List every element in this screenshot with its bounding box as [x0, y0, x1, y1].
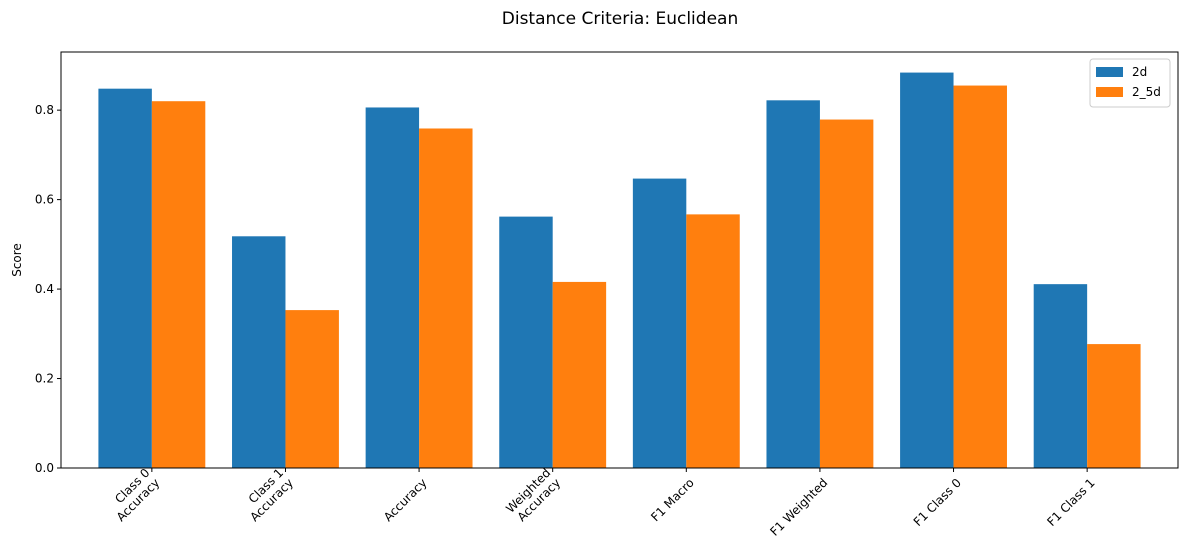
plot-frame [60, 51, 1179, 469]
legend: 2d 2_5d [1089, 58, 1171, 108]
bar-2_5d-5 [819, 119, 874, 469]
bar-2_5d-4 [686, 214, 740, 468]
y-tick-label: 0.2 [35, 372, 54, 386]
bar-2d-6 [900, 72, 954, 468]
x-tick-label: F1 Class 0 [911, 476, 964, 529]
bar-2d-5 [766, 100, 820, 468]
bar-2_5d-1 [285, 310, 339, 468]
y-tick-label: 0.8 [35, 103, 54, 117]
legend-swatch-2_5d [1096, 87, 1123, 97]
x-tick-label: F1 Class 1 [1044, 476, 1097, 529]
y-axis: 0.0 0.2 0.4 0.6 0.8 [35, 103, 61, 475]
legend-label-2d: 2d [1132, 65, 1147, 79]
x-tick-label: Class 0Accuracy [104, 466, 163, 525]
x-tick-label: F1 Macro [648, 476, 697, 525]
bar-2_5d-3 [552, 281, 607, 468]
bar-2_5d-2 [419, 128, 473, 468]
bar-2d-7 [1033, 284, 1088, 468]
y-tick-label: 0.6 [35, 193, 54, 207]
legend-box [1089, 58, 1171, 108]
bar-2d-4 [632, 178, 687, 469]
legend-label-2_5d: 2_5d [1132, 85, 1161, 99]
y-tick-label: 0.0 [35, 461, 54, 475]
bar-2d-1 [232, 236, 286, 468]
x-tick-label: WeightedAccuracy [503, 466, 563, 526]
bar-2_5d-0 [151, 101, 206, 469]
legend-swatch-2d [1096, 67, 1123, 77]
bar-2d-2 [365, 107, 420, 468]
chart-title: Distance Criteria: Euclidean [502, 9, 738, 29]
x-tick-label: Accuracy [381, 476, 430, 525]
y-tick-label: 0.4 [35, 282, 54, 296]
bar-2d-0 [98, 88, 152, 469]
x-tick-label: Class 1Accuracy [237, 466, 296, 525]
x-axis: Class 0Accuracy Class 1Accuracy Accuracy We… [104, 466, 1098, 539]
bar-2_5d-6 [953, 85, 1007, 468]
bar-2_5d-7 [1087, 344, 1141, 468]
bar-2d-3 [499, 216, 553, 468]
bars-group [98, 72, 1141, 469]
x-tick-label: F1 Weighted [767, 476, 830, 539]
y-axis-label: Score [10, 243, 24, 277]
